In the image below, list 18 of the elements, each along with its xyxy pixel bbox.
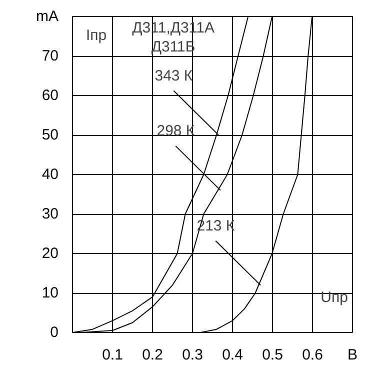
y-tick-label: mA	[36, 8, 58, 25]
x-axis-title: Uпр	[320, 289, 348, 306]
x-tick-label: 0.2	[142, 346, 163, 364]
x-tick-label: 0.4	[222, 346, 243, 364]
y-tick-label: 20	[42, 245, 59, 262]
x-tick-label: В	[348, 346, 358, 364]
y-tick-label: 40	[42, 166, 59, 183]
y-tick-label: 60	[42, 87, 59, 104]
x-tick-label: 0.3	[182, 346, 203, 364]
y-tick-label: 10	[42, 284, 59, 302]
y-tick-label: 70	[42, 48, 59, 64]
x-tick-label: 0.1	[102, 346, 123, 364]
x-tick-label: 0.5	[262, 346, 283, 364]
x-tick-label: 0.6	[302, 346, 323, 364]
y-tick-label: 30	[42, 206, 59, 222]
y-tick-label: 50	[42, 126, 59, 144]
y-tick-label: 0	[50, 324, 58, 341]
y-axis-title: Iпр	[86, 26, 107, 44]
